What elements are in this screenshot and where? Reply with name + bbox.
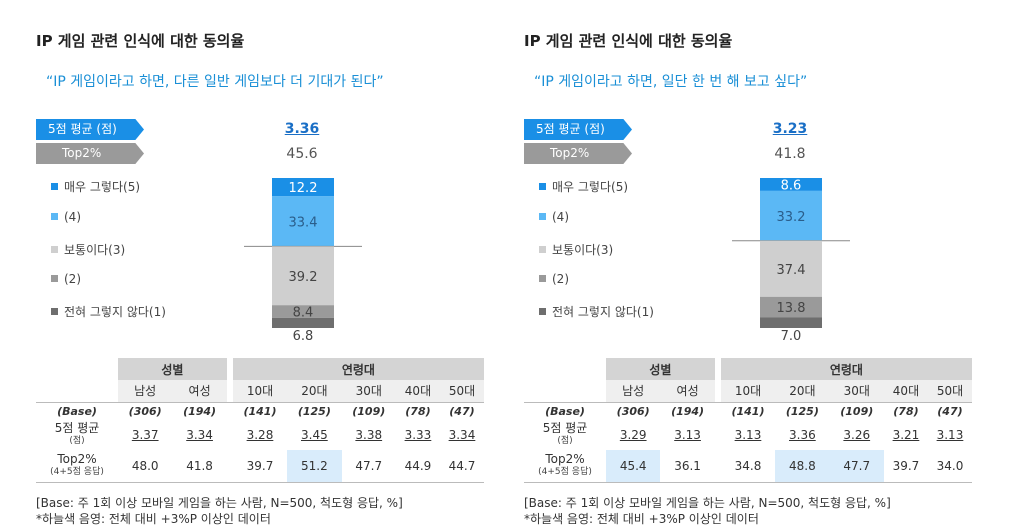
bar-data-label: 7.0 xyxy=(781,329,802,344)
stacked-bar-chart: 12.2 33.4 39.2 8.4 6.8 xyxy=(244,178,362,344)
bar-segment xyxy=(760,317,822,328)
legend-item: 전혀 그렇지 않다(1) xyxy=(51,303,166,320)
legend-swatch xyxy=(539,183,546,190)
bar-segment xyxy=(272,196,334,247)
top2-row: Top2% (4+5점 응답) 45.4 36.1 34.8 48.8 47.7 … xyxy=(524,450,972,483)
chart-subtitle: “IP 게임이라고 하면, 일단 한 번 해 보고 싶다” xyxy=(534,74,808,90)
column-header: 30대 xyxy=(829,380,884,402)
column-header: 10대 xyxy=(720,380,776,402)
avg-row: 5점 평균 (점) 3.29 3.13 3.13 3.36 3.26 3.21 3… xyxy=(542,421,964,446)
column-header: 50대 xyxy=(927,380,972,402)
gender-group-header: 성별 xyxy=(118,358,227,380)
base-row: (Base) (306) (194) (141) (125) (109) (78… xyxy=(524,401,972,420)
top2-value: 41.8 xyxy=(774,146,806,162)
avg-value: 3.23 xyxy=(772,121,808,137)
base-row: (Base) (306) (194) (141) (125) (109) (78… xyxy=(36,401,484,420)
legend-item: (2) xyxy=(539,272,569,286)
top2-value: 45.6 xyxy=(286,146,318,162)
column-header: 40대 xyxy=(395,380,440,402)
bar-segment xyxy=(272,178,334,197)
legend-item: 전혀 그렇지 않다(1) xyxy=(539,303,654,320)
avg-value: 3.36 xyxy=(284,121,320,137)
column-header: 10대 xyxy=(232,380,288,402)
legend-swatch xyxy=(51,183,58,190)
column-header: 30대 xyxy=(341,380,396,402)
stacked-bar-chart: 8.6 33.2 37.4 13.8 7.0 xyxy=(732,178,850,344)
bar-segment xyxy=(760,190,822,241)
column-header: 20대 xyxy=(775,380,830,402)
bar-data-label: 37.4 xyxy=(777,263,806,278)
legend-swatch xyxy=(51,308,58,315)
bar-data-label: 33.2 xyxy=(777,210,806,225)
chart-title: IP 게임 관련 인식에 대한 동의율 xyxy=(524,32,733,50)
bar-segment xyxy=(760,240,822,297)
highlight-note: *하늘색 음영: 전체 대비 +3%P 이상인 데이터 xyxy=(36,512,271,526)
legend-swatch xyxy=(539,275,546,282)
age-group-header: 연령대 xyxy=(232,358,484,380)
legend-swatch xyxy=(539,213,546,220)
avg-tag: 5점 평균 (점) xyxy=(36,119,144,140)
legend-swatch xyxy=(51,275,58,282)
column-header: 50대 xyxy=(439,380,484,402)
age-group-header: 연령대 xyxy=(720,358,972,380)
legend-item: (2) xyxy=(51,272,81,286)
data-table: 성별 연령대 남성 여성 10대 20대 30대 40대 50대 (Base) … xyxy=(524,358,972,483)
chart-panel-left: IP 게임 관련 인식에 대한 동의율 “IP 게임이라고 하면, 다른 일반 … xyxy=(36,0,506,530)
bar-data-label: 13.8 xyxy=(777,301,806,316)
bar-data-label: 33.4 xyxy=(289,215,318,230)
column-header: 20대 xyxy=(287,380,342,402)
bar-segment xyxy=(272,317,334,328)
data-table: 성별 연령대 남성 여성 10대 20대 30대 40대 50대 (Base) … xyxy=(36,358,484,483)
column-header: 여성 xyxy=(172,380,227,402)
chart-subtitle: “IP 게임이라고 하면, 다른 일반 게임보다 더 기대가 된다” xyxy=(46,74,384,90)
bar-data-label: 12.2 xyxy=(289,181,318,196)
chart-title: IP 게임 관련 인식에 대한 동의율 xyxy=(36,32,245,50)
legend-swatch xyxy=(51,213,58,220)
column-header: 남성 xyxy=(118,380,173,402)
column-header: 남성 xyxy=(606,380,661,402)
legend-item: 매우 그렇다(5) xyxy=(539,178,628,195)
legend-swatch xyxy=(51,246,58,253)
bar-data-label: 8.4 xyxy=(293,306,314,321)
column-header: 여성 xyxy=(660,380,715,402)
avg-row: 5점 평균 (점) 3.37 3.34 3.28 3.45 3.38 3.33 3… xyxy=(54,421,476,446)
bar-data-label: 6.8 xyxy=(293,329,314,344)
highlight-note: *하늘색 음영: 전체 대비 +3%P 이상인 데이터 xyxy=(524,512,759,526)
chart-panel-right: IP 게임 관련 인식에 대한 동의율 “IP 게임이라고 하면, 일단 한 번… xyxy=(524,0,994,530)
bar-data-label: 39.2 xyxy=(289,270,318,285)
bar-segment xyxy=(272,305,334,318)
bar-segment xyxy=(272,246,334,306)
bar-segment xyxy=(760,178,822,191)
legend-item: (4) xyxy=(51,210,81,224)
avg-tag: 5점 평균 (점) xyxy=(524,119,632,140)
base-note: [Base: 주 1회 이상 모바일 게임을 하는 사람, N=500, 척도형… xyxy=(524,496,891,510)
gender-group-header: 성별 xyxy=(606,358,715,380)
top2-tag: Top2% xyxy=(524,143,632,164)
column-header: 40대 xyxy=(883,380,928,402)
legend-swatch xyxy=(539,308,546,315)
bar-segment xyxy=(760,296,822,318)
legend-item: 보통이다(3) xyxy=(51,241,125,258)
bar-data-label: 8.6 xyxy=(781,178,802,193)
top2-row: Top2% (4+5점 응답) 48.0 41.8 39.7 51.2 47.7 … xyxy=(36,450,484,483)
legend-item: 보통이다(3) xyxy=(539,241,613,258)
legend-item: 매우 그렇다(5) xyxy=(51,178,140,195)
legend-item: (4) xyxy=(539,210,569,224)
base-note: [Base: 주 1회 이상 모바일 게임을 하는 사람, N=500, 척도형… xyxy=(36,496,403,510)
top2-tag: Top2% xyxy=(36,143,144,164)
legend-swatch xyxy=(539,246,546,253)
